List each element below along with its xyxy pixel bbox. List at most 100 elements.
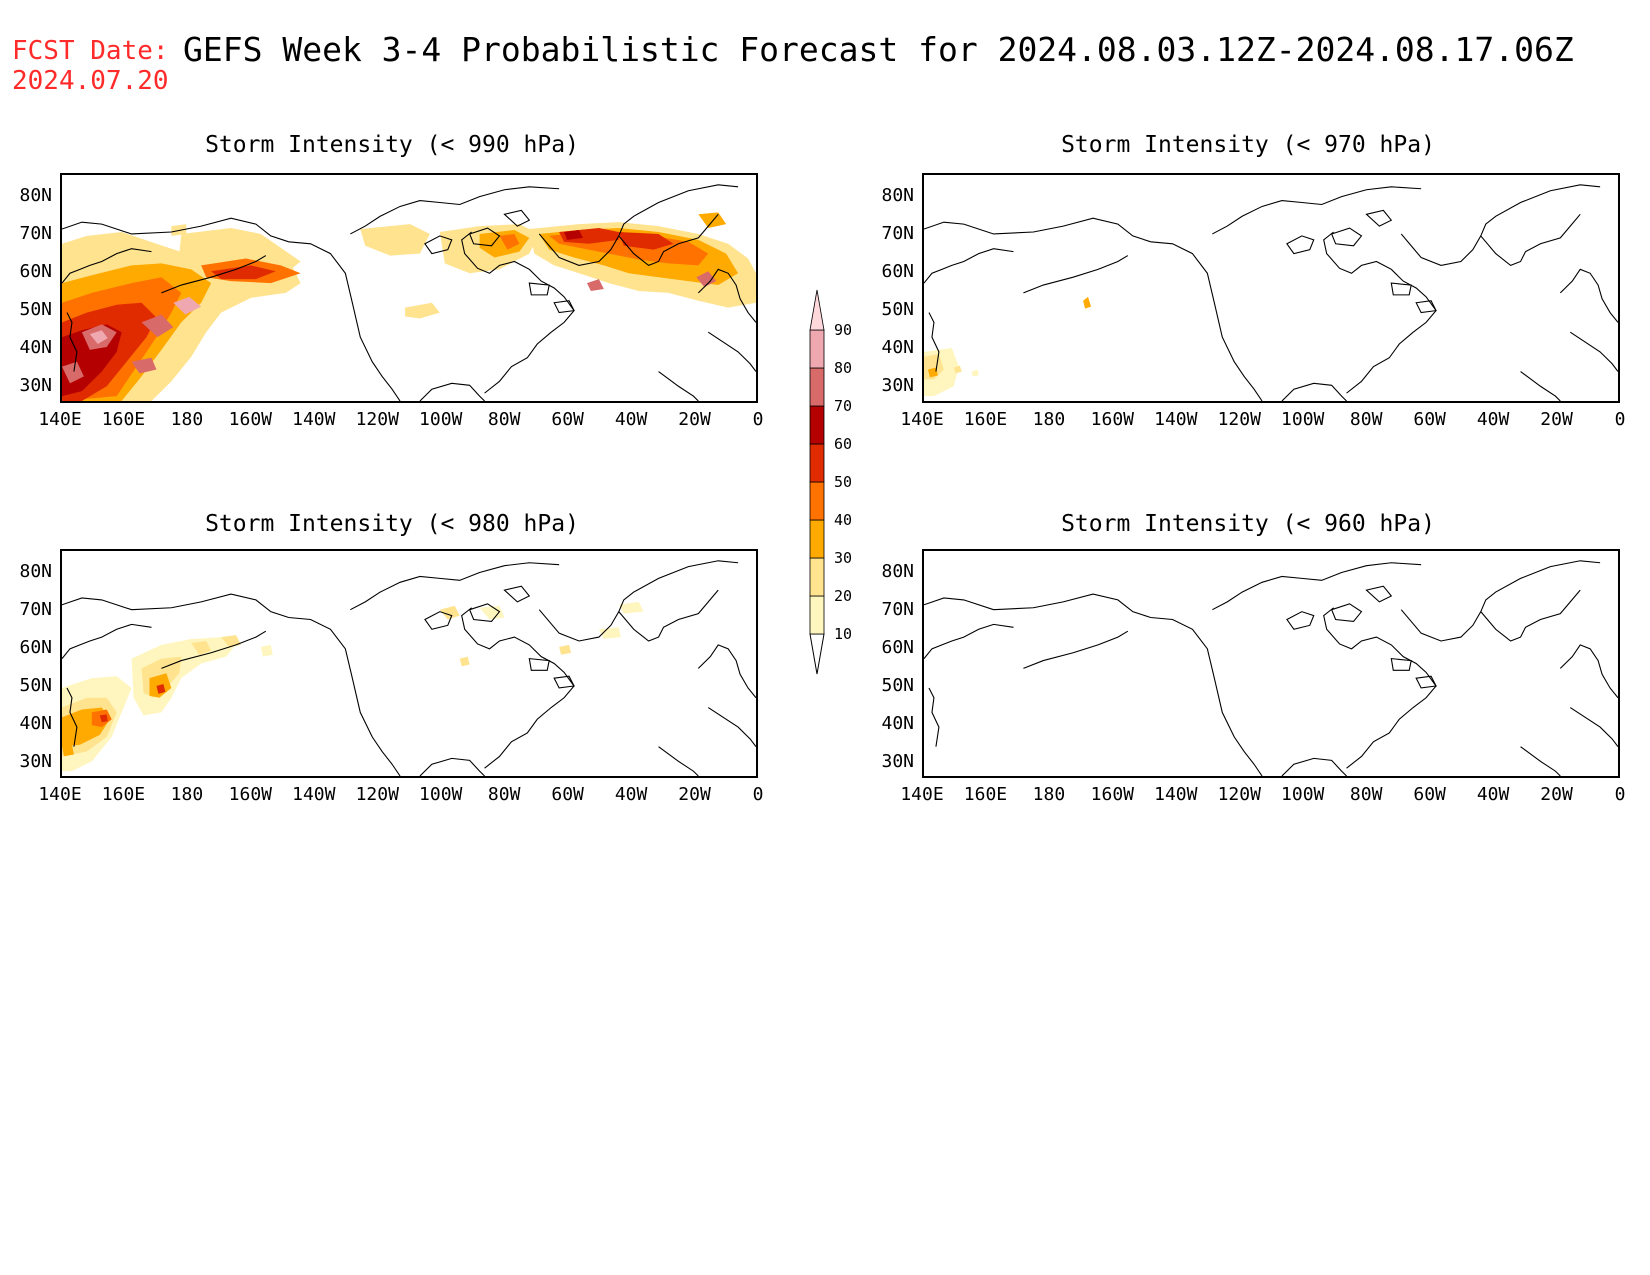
coastline — [538, 560, 739, 642]
colorbar-level-label: 10 — [834, 625, 853, 643]
lon-tick-label: 160E — [963, 784, 1008, 805]
coastline — [1281, 382, 1347, 401]
colorbar-upper-end — [809, 289, 825, 331]
probability-area — [459, 656, 470, 667]
lat-tick-label: 40N — [881, 713, 914, 734]
coastline — [468, 227, 501, 247]
coastline — [503, 585, 531, 603]
colorbar-lower-end — [809, 633, 825, 675]
lon-tick-label: 160W — [1090, 784, 1135, 805]
coastline — [1400, 184, 1601, 266]
panel-title-960: Storm Intensity (< 960 hPa) — [1061, 511, 1435, 537]
lon-tick-label: 140W — [292, 784, 336, 805]
lat-tick-label: 80N — [881, 561, 914, 582]
coastline — [1390, 658, 1412, 671]
lon-tick-label: 140E — [38, 409, 82, 430]
lon-tick-label: 20W — [678, 784, 711, 805]
coastline — [424, 235, 453, 255]
lon-tick-label: 140E — [900, 784, 944, 805]
panel-title-980: Storm Intensity (< 980 hPa) — [205, 511, 579, 537]
lon-tick-label: 60W — [551, 409, 584, 430]
lon-tick-label: 100W — [419, 784, 463, 805]
coastline — [618, 589, 719, 642]
probability-area — [62, 744, 74, 757]
lat-tick-label: 80N — [19, 185, 52, 206]
probability-area — [618, 231, 674, 250]
lon-tick-label: 40W — [1476, 409, 1510, 430]
coastline — [161, 630, 267, 669]
forecast-date-label: FCST Date: — [12, 36, 169, 66]
coastline — [924, 248, 1014, 284]
lon-tick-label: 60W — [1413, 409, 1446, 430]
coastline — [1286, 235, 1315, 255]
coastline — [924, 593, 1263, 776]
lon-tick-label: 140E — [900, 409, 944, 430]
coastline — [707, 331, 756, 372]
coastline — [1281, 757, 1347, 776]
colorbar-level-label: 90 — [834, 321, 853, 339]
lon-tick-label: 160W — [228, 409, 273, 430]
lon-tick-label: 80W — [1349, 409, 1383, 430]
lat-tick-label: 80N — [19, 561, 52, 582]
coastline — [1330, 227, 1363, 247]
probability-area — [598, 627, 621, 640]
lon-tick-label: 40W — [614, 784, 648, 805]
lat-tick-label: 50N — [881, 299, 914, 320]
probability-area — [360, 224, 430, 256]
lon-tick-label: 160W — [228, 784, 273, 805]
lon-tick-label: 40W — [614, 409, 648, 430]
colorbar-segment — [809, 519, 825, 559]
coastline — [350, 186, 560, 235]
lon-tick-label: 140W — [1154, 784, 1198, 805]
colorbar-segment — [809, 405, 825, 445]
probability-area — [260, 644, 273, 657]
lat-tick-label: 60N — [19, 261, 52, 282]
colorbar — [809, 289, 825, 675]
colorbar-level-label: 70 — [834, 397, 853, 415]
coastline — [1390, 282, 1412, 296]
coastline — [1365, 585, 1393, 603]
coastline — [62, 217, 401, 401]
probability-area — [618, 601, 644, 614]
forecast-date-block: FCST Date: 2024.07.20 — [12, 36, 169, 96]
probability-area — [971, 369, 979, 377]
coastline — [461, 231, 575, 394]
lon-tick-label: 120W — [355, 409, 399, 430]
lon-tick-label: 160E — [963, 409, 1008, 430]
colorbar-segment — [809, 481, 825, 521]
colorbar-level-label: 40 — [834, 511, 853, 529]
lat-tick-label: 50N — [19, 299, 52, 320]
coastline — [419, 757, 485, 776]
colorbar-segment — [809, 557, 825, 597]
coastline — [1559, 268, 1618, 323]
colorbar-level-label: 50 — [834, 473, 853, 491]
lon-tick-label: 80W — [487, 409, 521, 430]
lat-tick-label: 30N — [19, 751, 52, 772]
coastline — [503, 209, 531, 227]
lat-tick-label: 60N — [19, 637, 52, 658]
colorbar-level-label: 80 — [834, 359, 853, 377]
lat-tick-label: 50N — [19, 675, 52, 696]
coastline — [697, 268, 756, 323]
lat-tick-label: 80N — [881, 185, 914, 206]
coastline — [1415, 300, 1437, 314]
colorbar-level-label: 30 — [834, 549, 853, 567]
lon-tick-label: 0 — [752, 784, 764, 805]
lon-tick-label: 120W — [1217, 409, 1261, 430]
lon-tick-label: 20W — [678, 409, 711, 430]
map-panel-980 — [60, 549, 758, 778]
coastline — [424, 611, 453, 630]
probability-area — [89, 330, 108, 345]
lat-tick-label: 40N — [19, 337, 52, 358]
lon-tick-label: 60W — [551, 784, 584, 805]
lon-tick-label: 0 — [1614, 409, 1626, 430]
coastline — [419, 382, 485, 401]
colorbar-segment — [809, 329, 825, 369]
coastline — [928, 312, 940, 372]
probability-area — [586, 279, 604, 291]
map-panel-970 — [922, 173, 1620, 403]
coastline — [1023, 630, 1129, 669]
lon-tick-label: 140W — [292, 409, 336, 430]
coastline — [1480, 213, 1581, 267]
lon-tick-label: 160W — [1090, 409, 1135, 430]
